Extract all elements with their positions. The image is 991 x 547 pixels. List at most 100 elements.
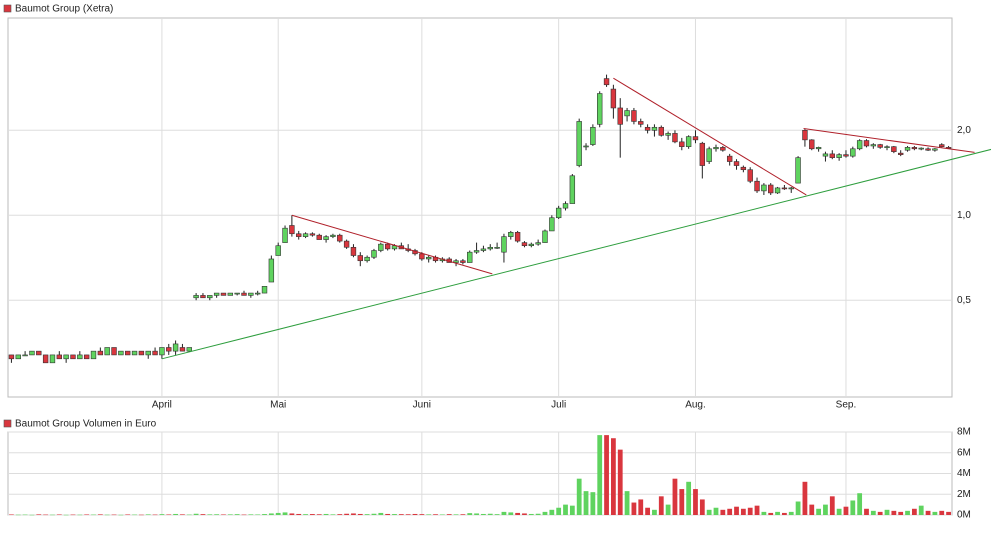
x-tick-label: Juni [413,400,431,411]
candle-body [631,110,637,122]
volume-bar [857,493,863,515]
candle-body [925,148,931,151]
volume-bar [556,507,562,515]
y-tick-label: 0,5 [957,295,971,306]
volume-bar [706,509,712,515]
volume-bar [747,507,753,515]
volume-bar [433,514,438,515]
candle-body [911,147,918,150]
volume-bar [850,500,856,515]
candle-body [829,153,835,158]
volume-bar [316,514,322,515]
candle-body [261,286,268,294]
volume-bar [193,513,199,515]
volume-bar [535,513,541,515]
candle-body [549,217,555,232]
candle-body [384,243,391,250]
candle-body [891,146,897,152]
volume-bar [528,513,534,515]
price-panel [7,17,953,398]
volume-bar [227,514,233,515]
volume-bar [645,507,650,515]
y-tick-label: 1,0 [957,210,971,221]
volume-bar [9,514,14,515]
volume-bar [241,514,247,516]
volume-bar [15,514,21,516]
candle-body [514,232,521,242]
candle-body [248,292,254,296]
volume-bar [357,513,363,515]
candle-body [843,154,849,157]
x-tick-label: Sep. [836,400,857,411]
volume-bar [699,499,705,515]
candle-body [535,242,541,245]
candle-body [152,350,158,356]
candle-body [453,260,459,263]
trendlines [161,77,991,360]
candle-body [350,246,357,256]
volume-bar [816,508,822,515]
candle-body [254,292,261,295]
volume-bar [569,505,575,515]
volume-bar [378,512,384,515]
candle-body [610,88,617,109]
volume-bar [460,514,466,515]
volume-bar [207,514,213,515]
volume-bar [918,505,924,515]
volume-bar [234,514,240,515]
volume-bar [939,510,945,515]
candle-body [179,347,186,352]
candle-body [747,169,753,182]
volume-bar [864,508,869,515]
candle-body [583,145,589,148]
volume-bar [405,514,411,515]
candle-body [330,234,336,237]
chart-title: Baumot Group (Xetra) [15,4,113,15]
candle-body [494,246,500,249]
volume-bar [925,510,931,515]
candle-body [275,245,281,256]
candle-body [638,121,644,125]
candle-body [576,121,582,166]
volume-bar [84,514,90,515]
trendline [291,214,493,275]
candle-body [131,350,138,356]
candle-body [597,93,603,125]
candle-body [562,203,569,209]
volume-bar [289,513,295,515]
volume-bar [344,513,350,515]
y-tick-label: 8M [957,427,971,438]
volume-bar [474,513,479,515]
candle-body [220,292,227,296]
candle-body [166,347,172,352]
candle-body [309,233,316,236]
volume-bar [296,513,302,515]
candle-body [15,354,21,360]
volume-bar [200,514,206,515]
volume-bar [111,514,117,516]
volume-bar [877,511,883,515]
volume-bar [583,491,589,515]
volume-bar [823,504,828,515]
volume-bar [563,504,568,515]
candle-body [200,295,206,299]
volume-bar [679,489,685,515]
candle-body [699,142,706,166]
candle-body [603,78,610,86]
candle-body [227,292,234,296]
candle-body [83,354,90,360]
candle-body [8,354,15,360]
volume-bar [152,514,158,516]
candle-body [898,152,904,155]
volume-bar [802,481,808,515]
volume-bar [761,511,767,515]
volume-bar [590,492,596,515]
candle-body [754,180,760,192]
volume-bar [282,512,288,515]
y-tick-label: 2M [957,489,971,500]
volume-bar [734,506,739,515]
candle-body [213,292,220,296]
candle-body [49,354,56,364]
candle-body [371,250,377,258]
volume-bar [132,514,137,516]
